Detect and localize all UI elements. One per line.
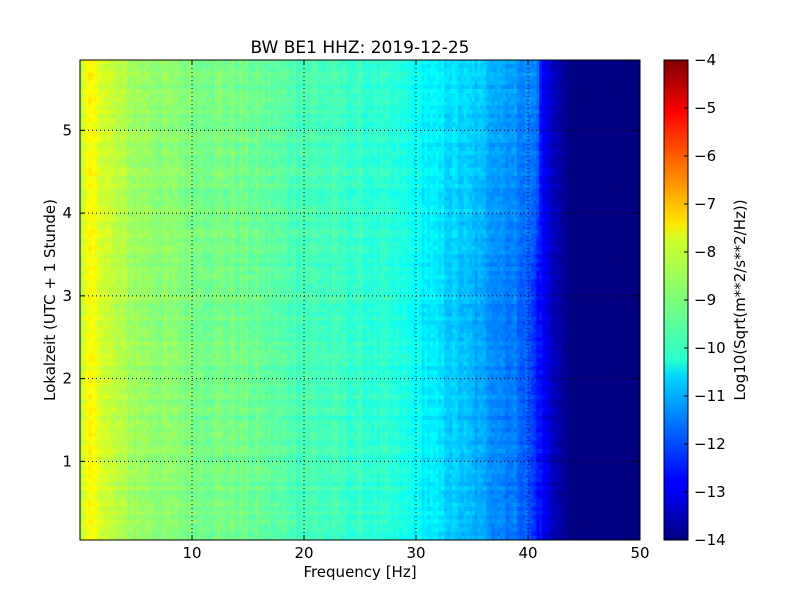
chart-title: BW BE1 HHZ: 2019-12-25: [250, 38, 469, 58]
spectrogram-plot-area: [80, 60, 641, 541]
spectrogram-cells: [80, 60, 641, 541]
